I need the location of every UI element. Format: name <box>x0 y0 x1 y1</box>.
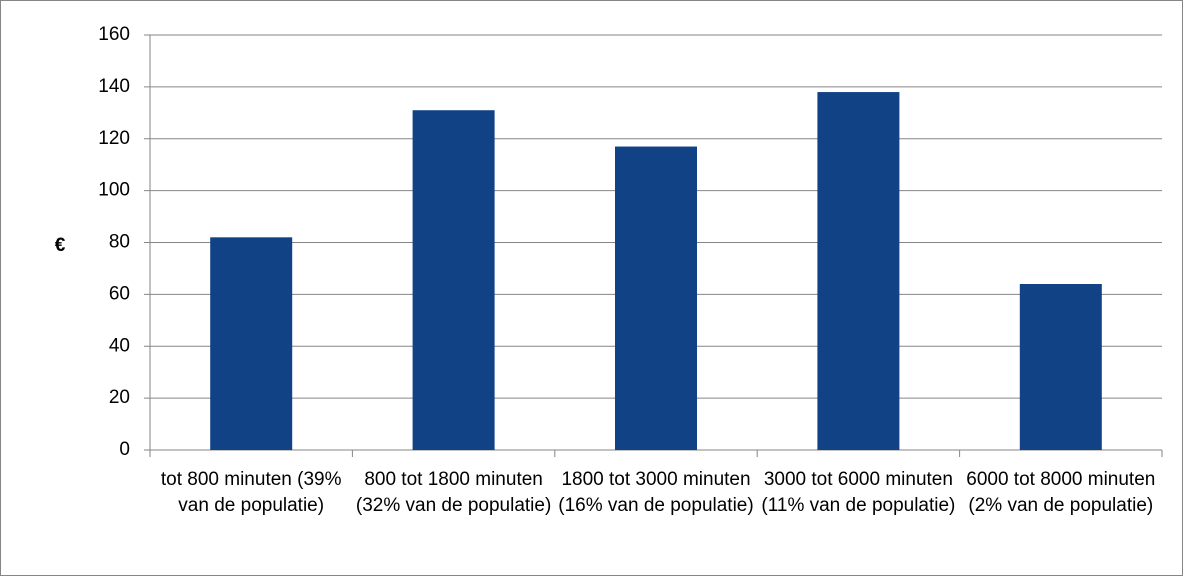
y-tick-label: 160 <box>98 24 130 45</box>
x-tick-label: 3000 tot 6000 minuten (11% van de popula… <box>761 469 956 516</box>
bar <box>210 237 293 450</box>
y-tick-label: 100 <box>98 180 130 201</box>
y-tick-label: 40 <box>109 335 130 356</box>
x-tick-label: 1800 tot 3000 minuten (16% van de popula… <box>558 469 754 516</box>
x-tick-label: tot 800 minuten (39% van de populatie) <box>160 469 342 516</box>
y-tick-label: 120 <box>98 128 130 149</box>
x-tick-label: 800 tot 1800 minuten (32% van de populat… <box>355 469 552 516</box>
y-tick-label: 140 <box>98 76 130 97</box>
y-tick-label: 20 <box>109 387 130 408</box>
bar <box>817 92 900 450</box>
y-tick-label: 60 <box>109 283 130 304</box>
bar <box>615 146 697 450</box>
y-tick-label: 80 <box>109 232 130 253</box>
bar <box>1019 284 1102 450</box>
x-tick-label: 6000 tot 8000 minuten (2% van de populat… <box>966 469 1156 516</box>
bar <box>412 110 495 450</box>
y-tick-label: 0 <box>119 439 130 460</box>
y-axis-label: € <box>55 235 66 256</box>
